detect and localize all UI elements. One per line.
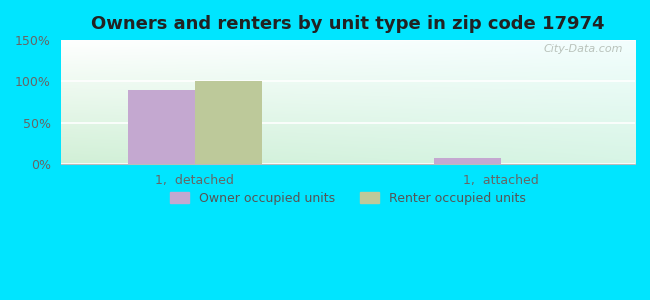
Legend: Owner occupied units, Renter occupied units: Owner occupied units, Renter occupied un… xyxy=(165,187,530,210)
Text: City-Data.com: City-Data.com xyxy=(544,44,623,54)
Bar xyxy=(127,90,194,164)
Bar xyxy=(194,82,262,164)
Title: Owners and renters by unit type in zip code 17974: Owners and renters by unit type in zip c… xyxy=(91,15,604,33)
Bar xyxy=(434,158,501,164)
